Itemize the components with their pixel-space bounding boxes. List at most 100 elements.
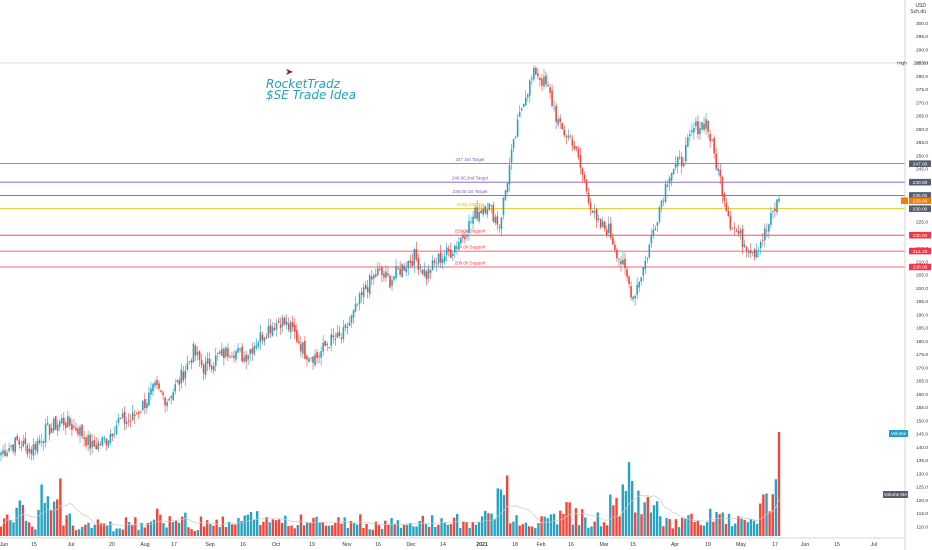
volume-bar	[265, 517, 268, 536]
candle-body	[393, 276, 395, 280]
candle-body	[121, 413, 124, 418]
candle-body	[196, 352, 199, 355]
candle-body	[257, 342, 260, 347]
volume-bar	[424, 524, 428, 536]
candle-body	[711, 139, 713, 141]
candle-body	[48, 424, 51, 435]
candle-body	[115, 425, 118, 435]
volume-bar	[252, 519, 256, 536]
candle-body	[318, 355, 320, 357]
volume-bar	[690, 513, 693, 536]
candle-body	[494, 216, 497, 223]
volume-bar	[9, 520, 12, 536]
volume-bar	[659, 516, 662, 536]
candle-body	[279, 324, 282, 328]
time-tick-label: 16	[240, 542, 246, 548]
volume-bar	[521, 524, 524, 536]
candle-body	[595, 209, 598, 221]
candle-body	[737, 230, 740, 234]
candle-body	[326, 343, 328, 346]
candle-body	[383, 273, 385, 278]
volume-bar	[740, 518, 743, 536]
volume-bar	[327, 525, 331, 536]
candle-body	[275, 322, 278, 329]
volume-bar	[271, 519, 275, 536]
price-candles	[0, 65, 780, 462]
candle-body	[91, 441, 93, 448]
candle-body	[160, 390, 162, 392]
candle-body	[630, 286, 632, 298]
candle-body	[587, 192, 590, 203]
candle-body	[253, 346, 256, 355]
volume-bar	[534, 528, 537, 536]
candle-body	[350, 315, 353, 323]
volume-bar	[446, 524, 450, 536]
volume-bar	[21, 504, 25, 536]
volume-bar	[596, 512, 599, 536]
volume-bar	[181, 516, 184, 536]
level-badge	[909, 160, 931, 167]
candle-body	[676, 157, 679, 166]
volume-bar	[99, 523, 103, 536]
volume-bar	[131, 524, 134, 536]
time-tick-label: 18	[512, 542, 518, 548]
candle-body	[184, 370, 187, 379]
level-badge-text: 247.00	[913, 161, 928, 167]
volume-bar	[171, 522, 175, 536]
volume-bar	[699, 525, 703, 536]
volume-bar	[177, 522, 181, 536]
volume-bar	[93, 524, 96, 536]
volume-bar	[224, 527, 228, 536]
price-tick-label: 145.0	[916, 432, 928, 438]
volume-bar	[546, 518, 549, 536]
level-badge	[909, 192, 931, 199]
candle-body	[387, 273, 389, 276]
volume-bar	[646, 496, 649, 536]
volume-bar	[318, 522, 321, 536]
candle-body	[302, 342, 304, 354]
volume-bar	[15, 507, 18, 536]
candle-body	[50, 428, 53, 433]
candle-body	[577, 149, 580, 158]
candle-body	[263, 337, 266, 342]
candle-body	[340, 338, 343, 340]
candle-body	[678, 156, 681, 158]
volume-bar	[12, 522, 15, 536]
candle-body	[223, 349, 225, 358]
volume-bar	[127, 522, 131, 536]
volume-bar	[74, 530, 78, 536]
volume-bar	[749, 519, 753, 536]
candle-body	[131, 412, 134, 421]
candle-body	[99, 444, 102, 445]
time-tick-label: 20	[109, 542, 115, 548]
volume-bar	[0, 526, 3, 536]
volume-bar	[530, 526, 534, 536]
level-label: 214.00 Support	[455, 245, 487, 250]
volume-bar	[696, 520, 699, 536]
volume-bar	[715, 511, 718, 536]
volume-bar	[268, 522, 271, 536]
volume-bar	[577, 525, 581, 536]
candle-body	[423, 269, 426, 277]
time-tick-label: Feb	[537, 542, 546, 548]
volume-bar	[162, 523, 165, 536]
volume-bar	[477, 521, 481, 536]
candle-body	[93, 440, 95, 447]
candle-body	[608, 223, 610, 233]
volume-bar	[165, 527, 168, 536]
candle-body	[188, 361, 191, 362]
volume-bar	[687, 515, 690, 536]
volume-bar	[571, 524, 574, 536]
candle-body	[636, 284, 638, 295]
volume-bar	[468, 527, 471, 536]
candle-body	[672, 169, 675, 175]
volume-bar	[249, 512, 253, 536]
volume-bar	[487, 513, 490, 536]
volume-bar	[37, 509, 40, 536]
candle-body	[269, 325, 272, 334]
candle-body	[314, 354, 316, 366]
candle-body	[200, 359, 203, 366]
candle-body	[761, 239, 764, 241]
candle-body	[281, 317, 284, 327]
